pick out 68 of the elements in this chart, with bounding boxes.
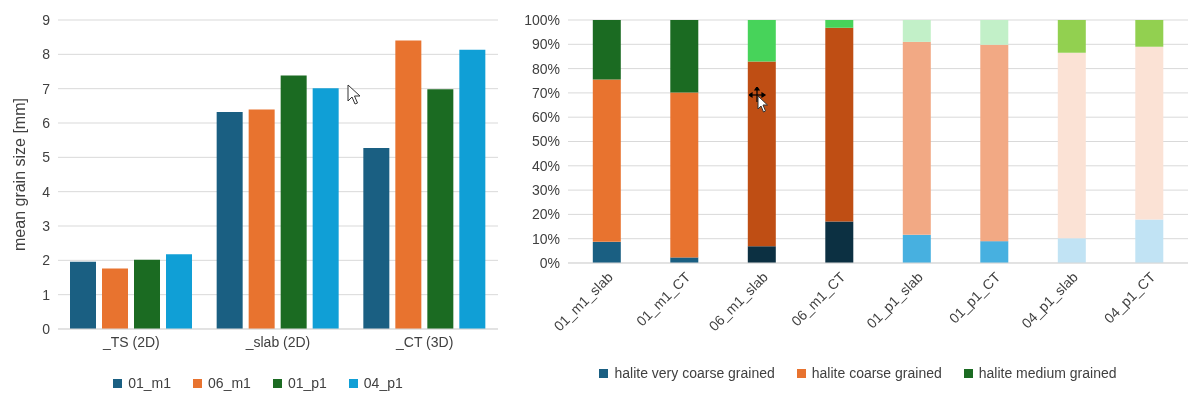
bar xyxy=(902,41,931,235)
y-tick-label: 90% xyxy=(531,36,560,53)
y-tick-label: 4 xyxy=(42,183,51,200)
y-tick-label: 2 xyxy=(42,252,51,269)
bar xyxy=(102,268,128,329)
y-tick-label: 5 xyxy=(42,149,51,166)
bar xyxy=(312,88,339,329)
x-tick-label: _TS (2D) xyxy=(101,333,160,350)
legend-label: halite coarse grained xyxy=(811,365,942,381)
legend-label: 01_m1 xyxy=(128,375,172,391)
bar xyxy=(70,261,96,329)
bar xyxy=(592,241,621,263)
bar xyxy=(1057,20,1086,53)
bar xyxy=(427,89,454,329)
bar xyxy=(216,112,243,329)
legend-label: 06_m1 xyxy=(208,375,251,391)
bar xyxy=(248,109,275,329)
bar xyxy=(592,20,621,80)
y-tick-label: 50% xyxy=(531,133,560,150)
y-tick-label: 10% xyxy=(531,230,560,247)
y-tick-label: 100% xyxy=(524,11,560,28)
x-tick-label: _slab (2D) xyxy=(244,333,311,350)
bar xyxy=(592,79,621,242)
y-tick-label: 7 xyxy=(42,80,51,97)
y-axis-title: mean grain size [mm] xyxy=(10,98,28,251)
bar xyxy=(670,92,699,258)
y-tick-label: 6 xyxy=(42,114,51,131)
y-tick-label: 8 xyxy=(42,46,51,63)
bar xyxy=(747,246,776,263)
y-tick-label: 0% xyxy=(539,254,560,271)
legend-label: 01_p1 xyxy=(287,375,327,391)
bar xyxy=(902,20,931,42)
x-tick-label: _CT (3D) xyxy=(395,333,454,350)
bar xyxy=(670,257,699,263)
y-tick-label: 3 xyxy=(42,217,51,234)
bar xyxy=(980,241,1009,263)
y-tick-label: 9 xyxy=(42,11,51,28)
y-tick-label: 40% xyxy=(531,157,560,174)
bar xyxy=(1135,219,1164,263)
bar xyxy=(1057,238,1086,263)
y-tick-label: 60% xyxy=(531,109,560,126)
legend-label: halite medium grained xyxy=(978,365,1117,381)
bar xyxy=(747,20,776,62)
bar xyxy=(980,44,1009,242)
y-tick-label: 20% xyxy=(531,206,560,223)
bar xyxy=(825,221,854,263)
y-tick-label: 0 xyxy=(42,320,51,337)
bar xyxy=(1057,52,1086,239)
bar xyxy=(747,61,776,247)
bar xyxy=(166,254,192,329)
y-tick-label: 80% xyxy=(531,60,560,77)
y-tick-label: 70% xyxy=(531,84,560,101)
bar xyxy=(670,20,699,93)
bar xyxy=(395,40,422,329)
bar xyxy=(825,27,854,222)
bar xyxy=(1135,46,1164,220)
bar xyxy=(825,20,854,28)
legend-label: halite very coarse grained xyxy=(614,365,775,381)
bar xyxy=(363,148,390,329)
bar xyxy=(1135,20,1164,47)
bar xyxy=(459,49,486,329)
y-tick-label: 1 xyxy=(42,286,51,303)
bar xyxy=(980,20,1009,45)
bar xyxy=(280,75,307,329)
legend-label: 04_p1 xyxy=(363,375,403,391)
bar xyxy=(902,234,931,263)
bar xyxy=(134,259,160,329)
y-tick-label: 30% xyxy=(531,182,560,199)
